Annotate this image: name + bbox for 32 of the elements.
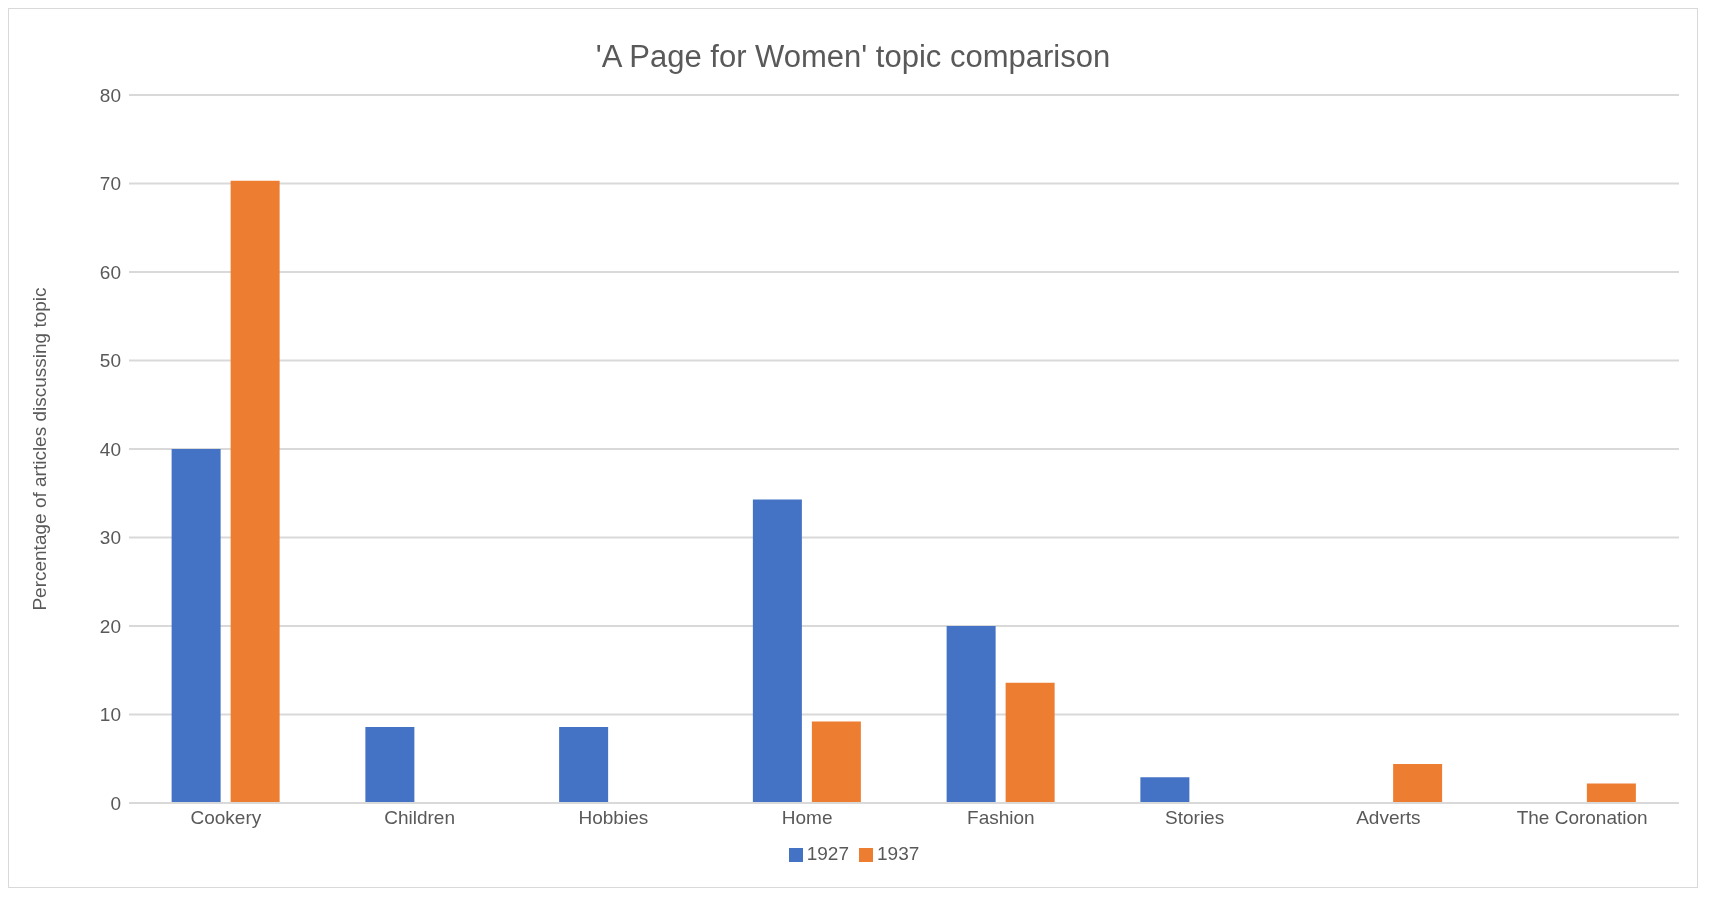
- bar: [1393, 764, 1443, 803]
- y-tick-label: 30: [99, 527, 121, 549]
- legend-label: 1937: [877, 843, 920, 864]
- x-tick-label: Adverts: [1356, 807, 1421, 829]
- bar: [1140, 777, 1190, 803]
- bar: [171, 449, 221, 803]
- y-tick-label: 60: [99, 261, 121, 283]
- x-tick-label: Cookery: [190, 807, 262, 829]
- y-tick-label: 70: [99, 173, 121, 195]
- bar: [365, 726, 415, 803]
- x-tick-label: Stories: [1165, 807, 1225, 829]
- bar: [1005, 682, 1055, 803]
- x-tick-label: Children: [384, 807, 456, 829]
- y-tick-label: 80: [99, 84, 121, 106]
- y-tick-label: 50: [99, 350, 121, 372]
- bar: [811, 721, 861, 803]
- y-axis-title: Percentage of articles discussing topic: [28, 287, 50, 611]
- bar: [1586, 783, 1636, 803]
- bar: [230, 180, 280, 803]
- chart-title: 'A Page for Women' topic comparison: [594, 39, 1112, 75]
- bar: [946, 626, 996, 803]
- x-tick-label: Fashion: [967, 807, 1035, 829]
- y-tick-label: 0: [110, 792, 121, 814]
- x-tick-label: Hobbies: [578, 807, 649, 829]
- bar: [752, 499, 802, 803]
- x-tick-label: The Coronation: [1516, 807, 1648, 829]
- bar: [559, 726, 609, 803]
- y-tick-label: 40: [99, 438, 121, 460]
- legend-label: 1927: [806, 843, 849, 864]
- x-tick-label: Home: [781, 807, 833, 829]
- y-tick-label: 10: [99, 704, 121, 726]
- y-tick-label: 20: [99, 615, 121, 637]
